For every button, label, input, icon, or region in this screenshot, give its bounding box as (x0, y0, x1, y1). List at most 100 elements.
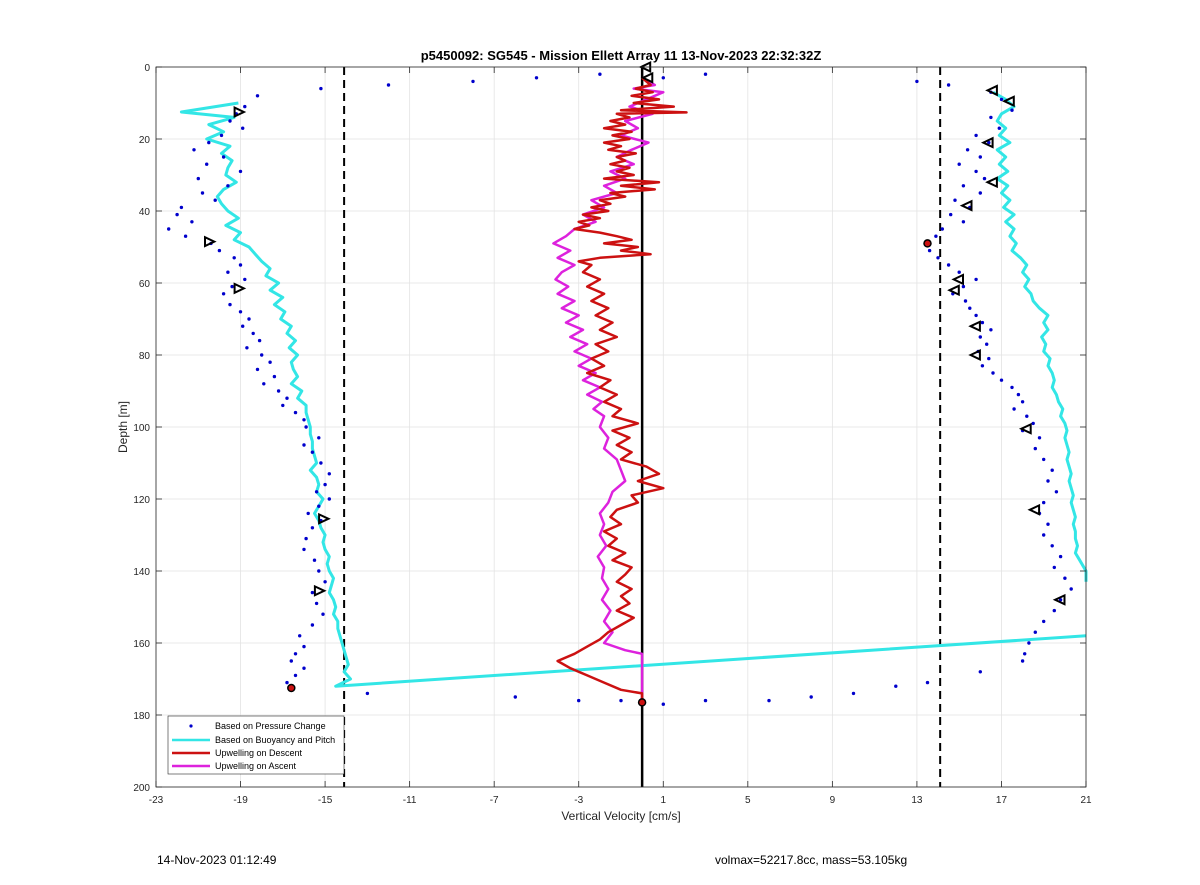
pressure-change-point (228, 302, 232, 307)
pressure-change-point (238, 310, 243, 314)
pressure-change-point (226, 184, 230, 188)
pressure-change-point (205, 162, 209, 166)
pressure-change-point (314, 601, 319, 606)
ascent-triangle-marker (1018, 422, 1032, 435)
x-tick-label: -23 (149, 795, 164, 806)
pressure-change-point (1022, 652, 1027, 656)
pressure-change-point (974, 277, 978, 282)
pressure-change-point (1050, 544, 1054, 548)
pressure-change-point (262, 382, 266, 386)
pressure-change-point (302, 644, 306, 649)
pressure-change-point (293, 410, 298, 415)
descent-triangle-marker (233, 106, 247, 118)
pressure-change-point (1046, 479, 1050, 483)
descent-triangle-marker (204, 235, 217, 248)
star-marker (923, 239, 932, 248)
pressure-change-point (940, 227, 944, 231)
pressure-change-point (310, 450, 315, 454)
pressure-change-point (238, 263, 243, 267)
pressure-change-point (974, 313, 978, 318)
y-tick-label: 20 (139, 135, 151, 146)
legend-label-ascent: Upwelling on Ascent (215, 761, 297, 771)
pressure-change-point (577, 698, 581, 703)
ascent-triangle-marker (1052, 593, 1066, 606)
pressure-change-point (179, 205, 184, 210)
pressure-change-point (968, 306, 972, 310)
pressure-change-point (957, 162, 961, 166)
pressure-change-point (247, 317, 251, 321)
descent-triangle-marker (318, 512, 331, 525)
descent-triangle-marker (313, 584, 327, 597)
pressure-change-point (310, 590, 315, 595)
pressure-change-point (619, 698, 623, 703)
pressure-change-point (323, 580, 327, 584)
y-tick-label: 160 (133, 639, 150, 650)
pressure-change-point (219, 133, 224, 138)
x-tick-label: -15 (318, 795, 333, 806)
pressure-change-point (925, 680, 930, 685)
x-axis-label: Vertical Velocity [cm/s] (561, 809, 680, 823)
pressure-change-point (217, 248, 222, 253)
pressure-change-point (1052, 565, 1057, 570)
ascent-triangle-marker (980, 136, 994, 149)
pressure-change-point (927, 248, 932, 253)
pressure-change-point (1020, 400, 1025, 404)
marker-layer (204, 61, 1066, 707)
pressure-change-point (949, 212, 953, 217)
pressure-change-point (961, 184, 966, 188)
y-tick-label: 200 (133, 783, 150, 794)
ascent-triangle-marker (640, 71, 654, 84)
x-tick-label: 17 (996, 795, 1008, 806)
pressure-change-point (281, 403, 285, 408)
footer-timestamp: 14-Nov-2023 01:12:49 (157, 853, 277, 867)
pressure-change-point (272, 374, 277, 379)
x-tick-label: 9 (830, 795, 836, 806)
pressure-change-point (241, 324, 245, 328)
pressure-change-point (978, 155, 982, 159)
pressure-change-point (276, 389, 281, 393)
pressure-change-point (1042, 619, 1046, 624)
pressure-change-point (703, 698, 708, 703)
pressure-change-point (894, 684, 898, 688)
x-tick-label: 13 (911, 795, 923, 806)
star-marker (637, 698, 647, 707)
pressure-change-point (175, 212, 179, 217)
pressure-change-point (946, 83, 951, 87)
ascent-triangle-marker (951, 273, 964, 286)
pressure-change-point (1012, 407, 1016, 411)
pressure-change-point (268, 360, 272, 364)
pressure-change-point (285, 396, 289, 400)
y-tick-label: 80 (139, 351, 151, 362)
pressure-change-point (304, 536, 308, 541)
pressure-change-point (1027, 641, 1031, 645)
pressure-change-point (257, 338, 262, 343)
pressure-change-point (260, 353, 264, 357)
pressure-change-point (317, 569, 321, 573)
pressure-change-point (1063, 576, 1067, 580)
footer-volmax-mass: volmax=52217.8cc, mass=53.105kg (715, 853, 908, 867)
pressure-change-point (327, 497, 331, 501)
pressure-change-point (255, 367, 260, 372)
pressure-change-point (963, 299, 968, 303)
pressure-change-point (999, 97, 1004, 102)
ascent-triangle-marker (959, 199, 973, 212)
pressure-change-point (241, 126, 245, 130)
pressure-change-point (934, 234, 938, 238)
pressure-change-point (915, 79, 919, 84)
pressure-change-point (213, 198, 217, 202)
pressure-change-point (987, 140, 991, 145)
pressure-change-point (661, 702, 665, 706)
pressure-change-point (323, 482, 327, 487)
pressure-change-point (987, 356, 991, 361)
pressure-change-point (985, 342, 989, 346)
pressure-change-point (974, 169, 978, 174)
pressure-change-point (302, 443, 306, 447)
ascent-triangle-marker (985, 84, 998, 97)
pressure-change-point (1016, 392, 1021, 397)
pressure-change-point (285, 680, 289, 685)
y-tick-label: 180 (133, 711, 150, 722)
pressure-change-point (192, 148, 196, 152)
pressure-change-point (232, 256, 236, 260)
pressure-change-point (999, 378, 1004, 382)
